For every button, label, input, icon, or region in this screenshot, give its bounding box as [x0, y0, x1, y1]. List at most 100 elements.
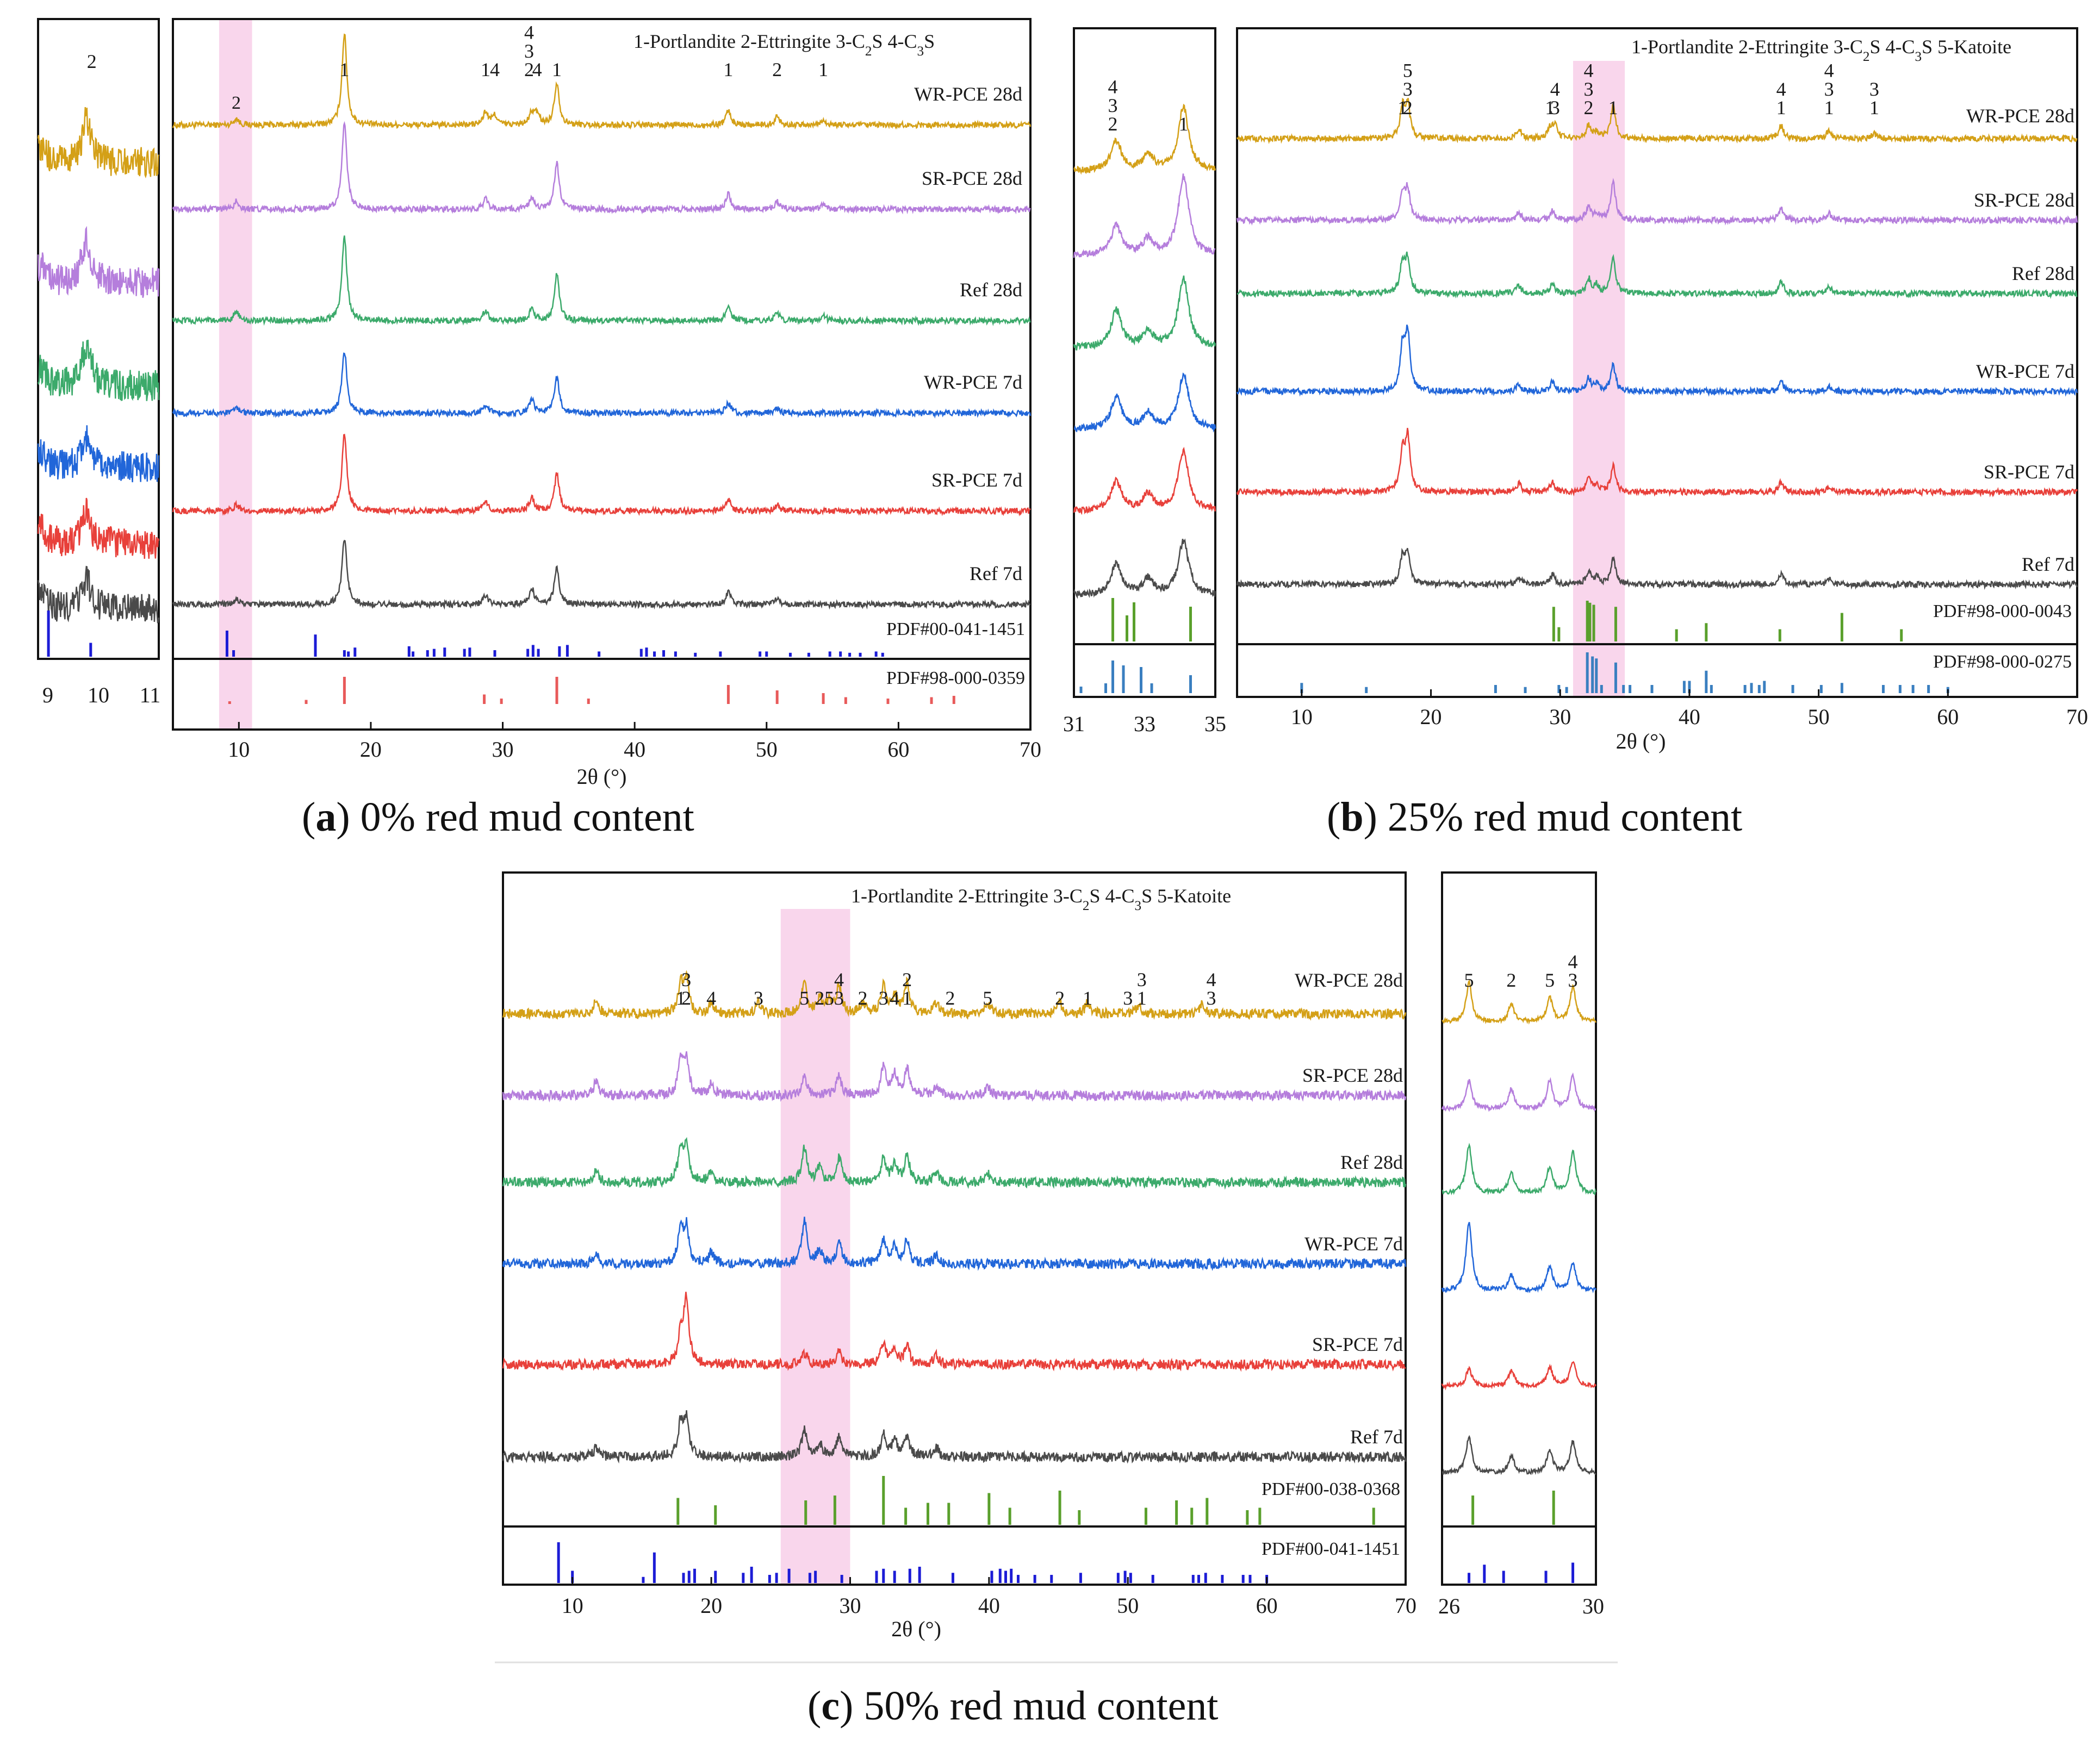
- trace-sr-pce-28d: [172, 121, 1031, 215]
- panel-c: 1-Portlandite 2-Ettringite 3-C2S 4-C3S 5…: [502, 871, 1416, 1641]
- x-tick-label: 60: [1256, 1593, 1278, 1618]
- trace-label: SR-PCE 28d: [922, 167, 1022, 189]
- trace-label: Ref 28d: [960, 279, 1022, 301]
- highlight-band: [780, 909, 850, 1585]
- x-tick-label: 10: [88, 683, 109, 707]
- inset-trace: [1073, 275, 1216, 351]
- peak-label: 4: [524, 22, 534, 43]
- peak-label: 3: [834, 987, 844, 1009]
- trace-label: Ref 7d: [1350, 1426, 1403, 1448]
- trace-sr-pce-7d: [1236, 427, 2078, 498]
- trace-label: Ref 28d: [2012, 263, 2074, 284]
- x-tick-label: 30: [1582, 1594, 1604, 1618]
- inset-trace: [1442, 1143, 1597, 1196]
- peak-label: 2: [1584, 97, 1594, 119]
- trace-label: WR-PCE 7d: [924, 371, 1022, 393]
- peak-label: 4: [1776, 78, 1786, 100]
- inset-trace: [1441, 1072, 1596, 1112]
- peak-label: 3: [879, 987, 889, 1009]
- inset-trace: [37, 425, 160, 483]
- peak-label: 4: [1584, 60, 1594, 82]
- trace-ref-28d: [1237, 251, 2078, 300]
- inset-trace: [1073, 538, 1216, 599]
- inset-frame: [1441, 871, 1597, 1586]
- x-tick-label: 10: [1291, 705, 1313, 729]
- phase-legend: 1-Portlandite 2-Ettringite 3-C2S 4-C3S: [633, 30, 935, 59]
- trace-sr-pce-28d: [1236, 178, 2078, 226]
- peak-label: 3: [1206, 987, 1216, 1009]
- peak-label: 4: [532, 59, 542, 80]
- peak-label: 3: [1137, 969, 1147, 990]
- peak-label: 5: [799, 987, 809, 1009]
- peak-label: 5: [1464, 969, 1474, 991]
- trace-label: SR-PCE 7d: [1312, 1333, 1403, 1355]
- x-tick-label: 40: [1679, 705, 1700, 729]
- peak-label: 4: [1206, 969, 1216, 990]
- peak-label: 2: [1403, 97, 1413, 119]
- inset-trace: [37, 497, 160, 559]
- ref-label: PDF#00-038-0368: [1262, 1479, 1400, 1499]
- phase-legend: 1-Portlandite 2-Ettringite 3-C2S 4-C3S 5…: [1631, 36, 2011, 64]
- peak-label: 4: [1568, 951, 1578, 973]
- trace-label: WR-PCE 28d: [1295, 969, 1403, 991]
- inset-frame: [37, 18, 160, 660]
- x-axis-label: 2θ (°): [577, 764, 627, 789]
- inset-trace: [1073, 173, 1216, 258]
- trace-wr-pce-7d: [1236, 325, 2078, 397]
- x-axis-label: 2θ (°): [1616, 729, 1666, 753]
- peak-label: 4: [1108, 76, 1118, 98]
- peak-label: 1: [1397, 97, 1407, 119]
- inset-trace: [37, 565, 160, 624]
- peak-label: 3: [1108, 95, 1118, 116]
- trace-label: SR-PCE 28d: [1302, 1064, 1403, 1086]
- peak-label: 5: [824, 987, 834, 1009]
- peak-label: 2: [87, 51, 97, 72]
- x-tick-label: 26: [1438, 1594, 1460, 1618]
- inset-frame: [1073, 27, 1216, 698]
- peak-label: 5: [1545, 969, 1555, 991]
- trace-wr-pce-28d: [502, 970, 1407, 1021]
- peak-label: 1: [1824, 97, 1834, 119]
- x-tick-label: 35: [1204, 712, 1226, 736]
- trace-label: SR-PCE 28d: [1974, 189, 2074, 211]
- plot-frame: [502, 871, 1407, 1586]
- highlight-band: [219, 19, 252, 730]
- x-tick-label: 70: [1395, 1593, 1416, 1618]
- peak-label: 1: [902, 987, 912, 1009]
- ref-label: PDF#98-000-0275: [1933, 652, 2072, 672]
- x-tick-label: 70: [1020, 737, 1041, 762]
- trace-label: WR-PCE 28d: [914, 83, 1022, 105]
- x-tick-label: 40: [624, 737, 645, 762]
- trace-ref-28d: [172, 235, 1032, 327]
- trace-ref-7d: [1236, 547, 2078, 590]
- inset-trace: [1073, 372, 1216, 433]
- inset-trace: [37, 107, 160, 179]
- peak-label: 1: [723, 59, 733, 80]
- x-tick-label: 31: [1063, 712, 1085, 736]
- panel-a: 2 1-Portlandite 2-Ettringite 3-C2S 4-C3S W…: [172, 18, 1041, 789]
- peak-label: 4: [834, 969, 844, 990]
- trace-ref-28d: [502, 1137, 1407, 1190]
- peak-label: 2: [815, 987, 824, 1009]
- peak-label: 3: [681, 969, 691, 990]
- x-tick-label: 60: [887, 737, 909, 762]
- peak-label: 5: [983, 987, 992, 1009]
- ref-label: PDF#00-041-1451: [886, 619, 1025, 639]
- peak-label: 1: [818, 59, 828, 80]
- inset-trace: [37, 226, 160, 298]
- peak-label: 1: [552, 59, 562, 80]
- x-tick-label: 70: [2066, 705, 2088, 729]
- trace-label: Ref 7d: [2022, 553, 2074, 575]
- peak-label: 1: [1179, 113, 1189, 135]
- highlight-label: 2: [232, 93, 241, 113]
- x-tick-label: 30: [839, 1593, 861, 1618]
- inset-trace: [37, 339, 160, 401]
- panel-a-inset: 2 9 10 11: [37, 18, 160, 707]
- plot-frame: [172, 18, 1032, 731]
- peak-label: 3: [1550, 97, 1560, 119]
- inset-trace: [1073, 447, 1216, 515]
- x-tick-label: 30: [492, 737, 514, 762]
- peak-label: 3: [1869, 78, 1879, 100]
- trace-ref-7d: [502, 1410, 1407, 1465]
- ref-label: PDF#98-000-0359: [886, 668, 1025, 688]
